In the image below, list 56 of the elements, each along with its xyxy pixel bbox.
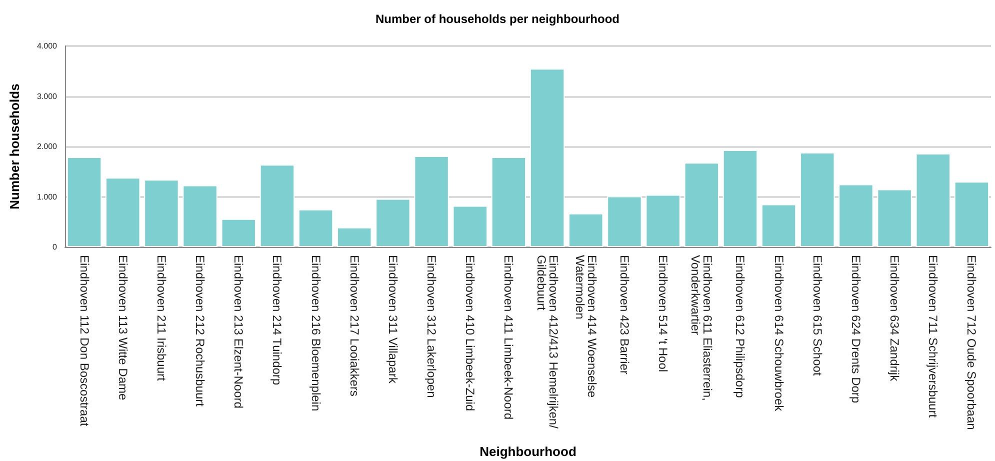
bar xyxy=(838,184,874,247)
bar xyxy=(106,178,140,247)
x-tick-label: Eindhoven 212 Rochusbuurt xyxy=(193,255,208,408)
x-tick-label: Eindhoven 411 Limbeek-Noord xyxy=(502,255,516,420)
x-tick-label: Eindhoven 615 Schoot xyxy=(810,255,824,376)
x-tick-label: Eindhoven 612 Philipsdorp xyxy=(733,255,748,398)
bar xyxy=(877,189,912,247)
chart-title: Number of households per neighbourhood xyxy=(376,12,620,26)
x-tick-label: Eindhoven 213 Elzent-Noord xyxy=(232,255,246,408)
x-tick-label: Eindhoven 216 Bloemenplein xyxy=(308,255,323,412)
bar xyxy=(376,198,410,247)
bar xyxy=(260,164,295,247)
bar xyxy=(607,196,642,247)
x-tick-label: Eindhoven 611 Eliasterrein, Vonderkwartier xyxy=(688,255,715,404)
x-tick-label: Eindhoven 217 Looiakkers xyxy=(347,255,362,396)
bar xyxy=(66,157,102,247)
y-axis-title: Number households xyxy=(7,84,22,210)
x-tick-label: Eindhoven 614 Schouwbroek xyxy=(772,255,786,412)
x-axis-title: Neighbourhood xyxy=(480,444,576,459)
y-tick-label: 1.000 xyxy=(36,192,58,202)
bar xyxy=(916,154,950,247)
bar xyxy=(800,152,835,247)
x-tick-label: Eindhoven 712 Oude Spoorbaan xyxy=(964,255,979,430)
y-tick-label: 2.000 xyxy=(36,142,58,151)
bar xyxy=(761,204,796,247)
bar xyxy=(568,213,604,247)
x-tick-label: Eindhoven 113 Witte Dame xyxy=(116,255,130,401)
x-tick-label: Eindhoven 423 Barrier xyxy=(617,255,632,374)
bar xyxy=(182,185,218,247)
x-tick-label: Eindhoven 211 Irisbuurt xyxy=(154,255,168,382)
bar xyxy=(722,150,758,247)
bar xyxy=(491,157,526,247)
x-tick-label: Eindhoven 634 Zandrijk xyxy=(888,255,902,382)
bar xyxy=(684,162,719,247)
x-tick-label: Eindhoven 414 Woenselse Watermolen xyxy=(572,255,599,401)
y-tick-label: 0 xyxy=(52,242,58,252)
x-tick-label: Eindhoven 624 Drents Dorp xyxy=(848,255,863,404)
bar xyxy=(337,227,372,247)
y-tick-label: 3.000 xyxy=(36,92,58,101)
x-tick-label: Eindhoven 410 Limbeek-Zuid xyxy=(463,255,478,412)
x-tick-label: Eindhoven 711 Schrijversbuurt xyxy=(926,255,940,418)
bar xyxy=(646,194,680,247)
bar xyxy=(530,68,565,247)
x-tick-label: Eindhoven 412/413 Hemelrijken/Gildebuurt xyxy=(534,255,560,430)
x-tick-label: Eindhoven 214 Tuindorp xyxy=(270,255,284,386)
bar xyxy=(144,180,179,247)
bar xyxy=(298,209,334,247)
x-tick-label: Eindhoven 112 Don Boscostraat xyxy=(77,255,92,427)
x-tick-label: Eindhoven 312 Lakerlopen xyxy=(424,255,439,398)
y-tick-label: 4.000 xyxy=(36,42,58,50)
bar xyxy=(221,218,256,247)
bar xyxy=(452,206,488,247)
x-tick-label: Eindhoven 311 Villapark xyxy=(386,255,400,384)
bar xyxy=(954,182,990,247)
bar xyxy=(414,156,449,247)
x-tick-label: Eindhoven 514 't Hool xyxy=(656,255,670,372)
